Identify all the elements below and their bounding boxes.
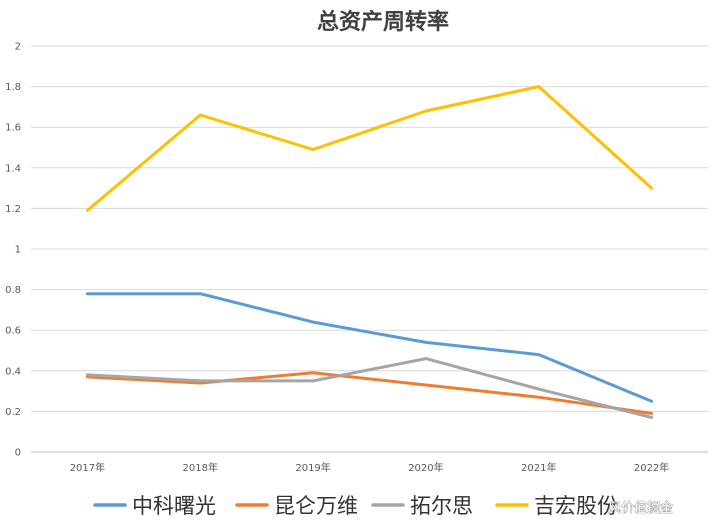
y-tick-label: 2 — [15, 42, 21, 53]
y-tick-label: 1.8 — [5, 82, 21, 93]
legend-label: 拓尔思 — [410, 494, 473, 518]
y-tick-label: 0.2 — [5, 407, 21, 418]
x-tick-label: 2018年 — [183, 461, 218, 474]
legend: 中科曙光 昆仑万维 拓尔思 吉宏股份 — [93, 494, 618, 518]
y-tick-label: 1 — [15, 245, 21, 256]
gridlines — [31, 45, 708, 453]
series-line-1 — [85, 292, 654, 403]
x-tick-label: 2019年 — [295, 461, 330, 474]
x-tick-label: 2020年 — [408, 461, 443, 474]
legend-label: 中科曙光 — [132, 494, 216, 518]
y-tick-label: 0.4 — [5, 366, 21, 377]
y-tick-label: 0 — [15, 448, 21, 459]
x-tick-label: 2021年 — [521, 461, 556, 474]
y-tick-label: 0.6 — [5, 326, 21, 337]
series-line-3 — [85, 357, 654, 419]
y-tick-label: 0.8 — [5, 285, 21, 296]
x-tick-label: 2017年 — [70, 461, 105, 474]
series-line-4 — [85, 85, 654, 212]
x-axis-tick-labels: 2017年 2018年 2019年 2020年 2021年 2022年 — [70, 461, 670, 474]
legend-label: 吉宏股份 — [534, 494, 618, 518]
y-axis-tick-labels: 0 0.2 0.4 0.6 0.8 1 1.2 1.4 1.6 1.8 2 — [5, 42, 21, 459]
x-tick-label: 2022年 — [634, 461, 669, 474]
y-tick-label: 1.2 — [5, 204, 21, 215]
y-tick-label: 1.4 — [5, 163, 21, 174]
series-lines — [85, 85, 654, 419]
series-line-2 — [85, 371, 654, 415]
chart-title: 总资产周转率 — [317, 9, 449, 35]
y-tick-label: 1.6 — [5, 123, 21, 134]
legend-label: 昆仑万维 — [274, 494, 358, 518]
watermark-text: 风价值掘金 — [608, 500, 673, 516]
